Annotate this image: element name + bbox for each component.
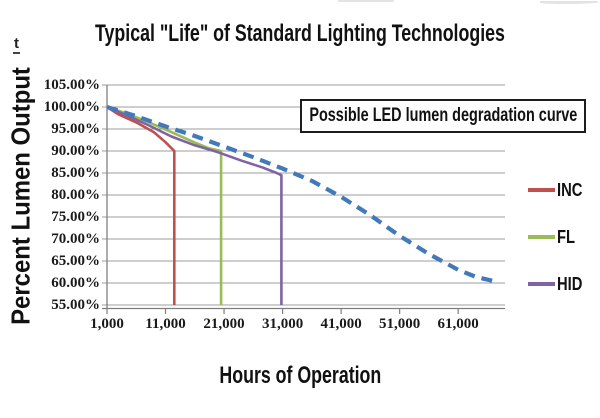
x-tick-label: 51,000: [379, 316, 421, 332]
legend-swatch-inc: [528, 188, 555, 192]
top-edge-artifact: [540, 1, 598, 4]
series-line-hid: [106, 105, 283, 305]
chart-title: Typical "Life" of Standard Lighting Tech…: [95, 20, 505, 47]
y-tick-label: 55.00%: [51, 297, 100, 313]
y-tick-label: 75.00%: [51, 209, 100, 225]
y-tick-label: 60.00%: [51, 275, 100, 291]
legend-swatch-fl: [528, 235, 555, 239]
legend-item-fl: FL: [528, 223, 588, 251]
y-tick-label: 95.00%: [51, 121, 100, 137]
y-tick-label: 105.00%: [43, 77, 100, 93]
legend-item-hid: HID: [528, 270, 588, 298]
legend-label: INC: [557, 179, 583, 200]
legend-item-inc: INC: [528, 176, 588, 204]
x-tick-label: 11,000: [145, 316, 186, 332]
led-annotation-box: Possible LED lumen degradation curve: [300, 99, 586, 133]
y-tick-label: 85.00%: [51, 165, 100, 181]
legend-swatch-hid: [528, 282, 555, 286]
x-tick-label: 41,000: [320, 316, 362, 332]
y-tick-label: 70.00%: [51, 231, 100, 247]
y-tick-label: 80.00%: [51, 187, 100, 203]
legend-label: FL: [557, 226, 576, 247]
x-tick-label: 21,000: [203, 316, 245, 332]
series-line-fl: [106, 105, 223, 305]
chart-legend: INC FL HID: [528, 176, 588, 298]
x-tick-label: 61,000: [437, 316, 479, 332]
y-tick-label: 65.00%: [51, 253, 100, 269]
x-tick-label: 31,000: [261, 316, 304, 332]
series-line-led: [106, 104, 497, 284]
series-line-inc: [106, 105, 176, 305]
y-tick-label: 100.00%: [43, 99, 100, 115]
y-tick-label: 90.00%: [51, 143, 100, 159]
stray-text-artifact: t: [13, 35, 20, 54]
x-axis-title: Hours of Operation: [219, 362, 381, 389]
legend-label: HID: [557, 273, 583, 294]
top-edge-artifact: [338, 0, 394, 2]
x-tick-label: 1,000: [90, 316, 124, 332]
led-annotation-text: Possible LED lumen degradation curve: [308, 105, 578, 126]
